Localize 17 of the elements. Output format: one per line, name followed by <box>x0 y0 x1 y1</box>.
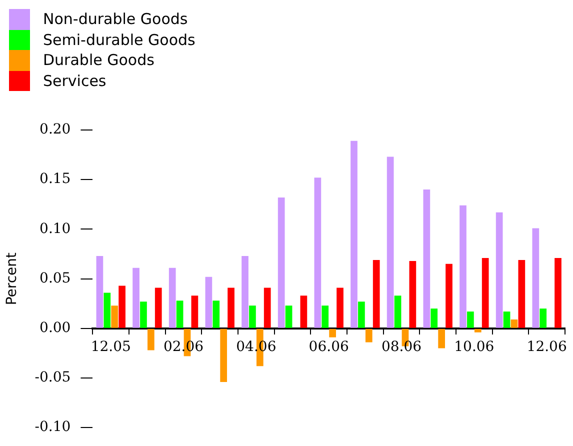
y-axis-title: Percent <box>4 252 20 306</box>
x-tick-label: 12.05 <box>90 339 131 356</box>
y-tick-label: 0.05 <box>40 270 71 286</box>
x-tick-label: 10.06 <box>454 339 494 356</box>
y-tick-label: 0.20 <box>40 122 71 138</box>
y-tick-label: 0.00 <box>40 320 71 336</box>
legend-label: Non-durable Goods <box>43 10 188 28</box>
x-tick-label: 12.06 <box>526 339 567 356</box>
y-tick-label: -0.05 <box>34 370 71 386</box>
legend-label: Services <box>43 72 106 90</box>
legend-label: Durable Goods <box>43 51 154 70</box>
x-tick-label: 06.06 <box>308 339 349 356</box>
y-tick-label: 0.10 <box>40 220 71 237</box>
legend-label: Semi-durable Goods <box>43 30 196 49</box>
y-tick-label: -0.10 <box>34 419 71 436</box>
x-tick-label: 08.06 <box>381 339 422 356</box>
y-tick-label: 0.15 <box>40 171 71 188</box>
